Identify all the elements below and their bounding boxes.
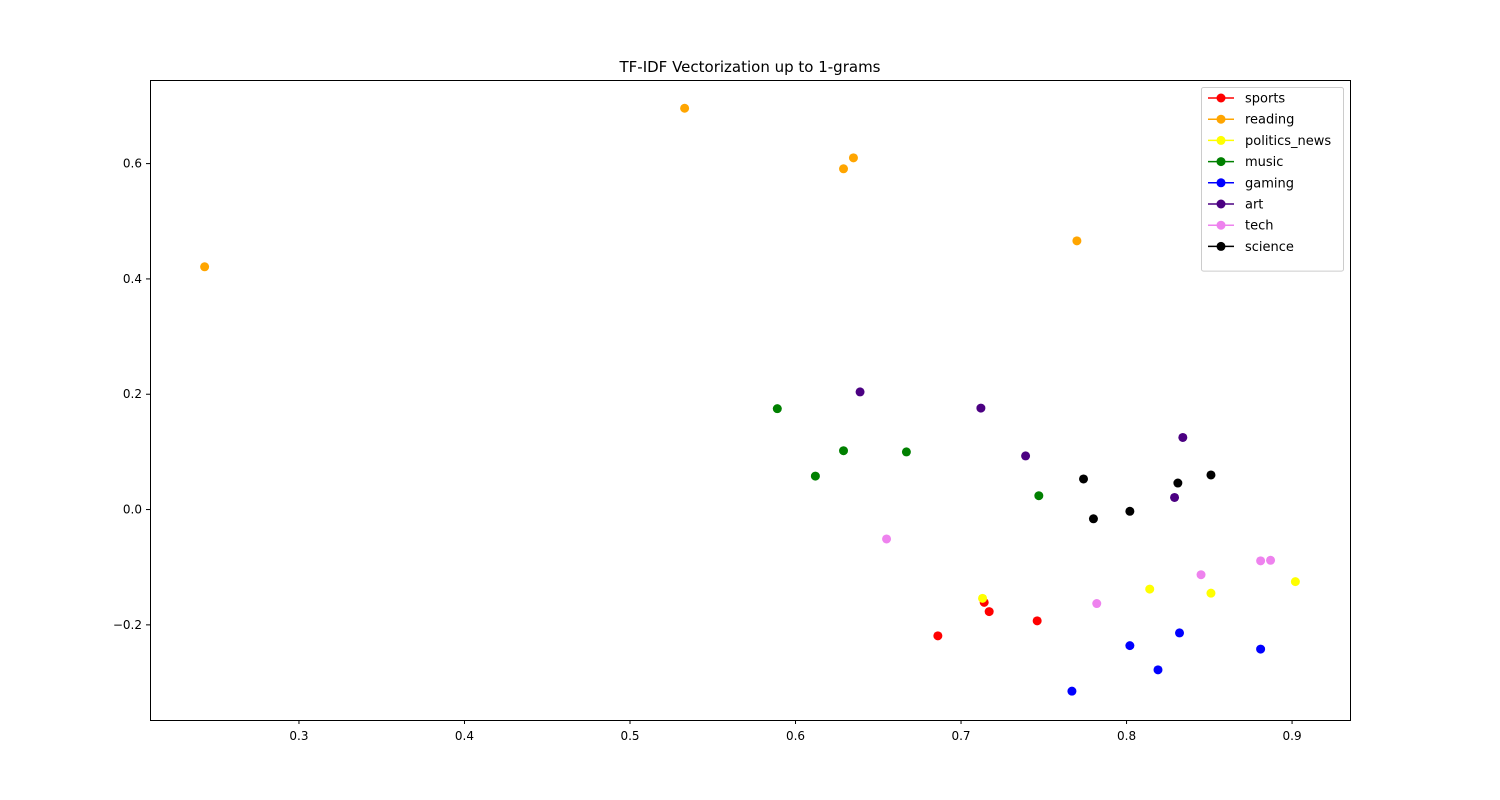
legend-marker-gaming bbox=[1216, 178, 1226, 188]
legend-label-politics_news: politics_news bbox=[1245, 134, 1331, 149]
data-point-music bbox=[1034, 491, 1044, 501]
legend-box bbox=[1201, 87, 1344, 272]
data-point-sports bbox=[984, 607, 994, 617]
legend-label-reading: reading bbox=[1245, 113, 1294, 128]
data-point-music bbox=[901, 447, 911, 457]
data-point-music bbox=[839, 446, 849, 456]
legend-marker-science bbox=[1216, 241, 1226, 251]
y-tick-label: 0.6 bbox=[123, 157, 142, 171]
legend-marker-art bbox=[1216, 199, 1226, 209]
data-point-reading bbox=[200, 262, 210, 272]
data-point-sports bbox=[1032, 616, 1042, 626]
data-point-gaming bbox=[1067, 686, 1077, 696]
data-point-art bbox=[976, 403, 986, 413]
y-tick-label: 0.4 bbox=[123, 272, 142, 286]
x-tick-label: 0.5 bbox=[620, 729, 639, 743]
x-tick-label: 0.4 bbox=[455, 729, 474, 743]
data-point-science bbox=[1088, 514, 1098, 524]
x-tick-label: 0.7 bbox=[951, 729, 970, 743]
data-point-reading bbox=[680, 103, 690, 113]
data-point-tech bbox=[1256, 556, 1266, 566]
legend-marker-music bbox=[1216, 157, 1226, 167]
data-point-reading bbox=[1072, 236, 1082, 246]
data-point-reading bbox=[848, 153, 858, 163]
data-point-politics_news bbox=[1290, 577, 1300, 587]
data-point-science bbox=[1173, 478, 1183, 488]
data-point-gaming bbox=[1175, 628, 1185, 638]
data-point-art bbox=[855, 387, 865, 397]
data-point-politics_news bbox=[1206, 588, 1216, 598]
x-tick-label: 0.3 bbox=[289, 729, 308, 743]
data-point-tech bbox=[1266, 555, 1276, 565]
data-point-science bbox=[1206, 470, 1216, 480]
data-point-art bbox=[1178, 432, 1188, 442]
x-tick-label: 0.8 bbox=[1117, 729, 1136, 743]
data-point-tech bbox=[882, 534, 892, 544]
legend-label-music: music bbox=[1245, 155, 1283, 170]
chart-title: TF-IDF Vectorization up to 1-grams bbox=[619, 58, 881, 76]
data-point-gaming bbox=[1125, 641, 1135, 651]
data-point-reading bbox=[839, 164, 849, 174]
data-point-gaming bbox=[1256, 644, 1266, 654]
legend-label-art: art bbox=[1245, 198, 1263, 213]
legend-marker-tech bbox=[1216, 220, 1226, 230]
data-point-tech bbox=[1092, 599, 1102, 609]
x-tick-label: 0.6 bbox=[786, 729, 805, 743]
data-point-politics_news bbox=[1145, 584, 1155, 594]
data-point-gaming bbox=[1153, 665, 1163, 675]
legend-marker-sports bbox=[1216, 93, 1226, 103]
y-tick-label: −0.2 bbox=[113, 618, 142, 632]
legend-marker-politics_news bbox=[1216, 135, 1226, 145]
data-point-art bbox=[1170, 492, 1180, 502]
plot-points bbox=[200, 103, 1300, 696]
y-tick-label: 0.2 bbox=[123, 387, 142, 401]
data-point-tech bbox=[1196, 570, 1206, 580]
data-point-sports bbox=[933, 631, 943, 641]
legend-label-science: science bbox=[1245, 240, 1294, 255]
y-tick-label: 0.0 bbox=[123, 503, 142, 517]
data-point-science bbox=[1125, 506, 1135, 516]
y-axis: −0.2 0.0 0.2 0.4 0.6 bbox=[113, 157, 150, 632]
x-axis: 0.3 0.4 0.5 0.6 0.7 0.8 0.9 bbox=[289, 720, 1302, 743]
legend-label-gaming: gaming bbox=[1245, 176, 1294, 191]
legend-marker-reading bbox=[1216, 114, 1226, 124]
legend-label-sports: sports bbox=[1245, 92, 1285, 107]
plot-frame bbox=[150, 80, 1351, 721]
data-point-music bbox=[772, 404, 782, 414]
x-tick-label: 0.9 bbox=[1283, 729, 1302, 743]
data-point-politics_news bbox=[978, 593, 988, 603]
data-point-music bbox=[810, 471, 820, 481]
legend-label-tech: tech bbox=[1245, 219, 1273, 234]
data-point-art bbox=[1021, 451, 1031, 461]
data-point-science bbox=[1079, 474, 1089, 484]
